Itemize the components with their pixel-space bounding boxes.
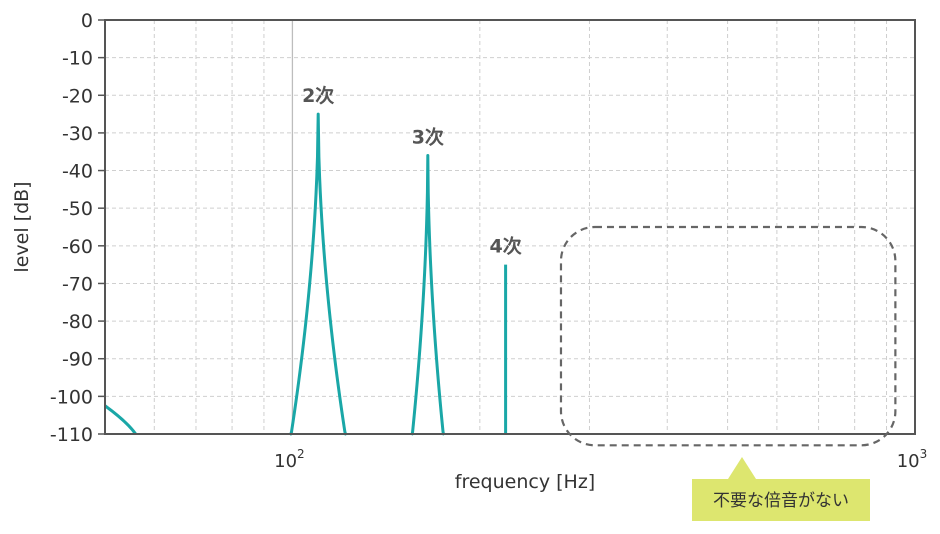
x-tick-label: 102 bbox=[274, 447, 305, 472]
peak-labels: 2次 3次 4次 bbox=[302, 84, 522, 258]
harmonic-peak bbox=[289, 112, 347, 436]
y-tick-label: 0 bbox=[81, 10, 93, 32]
harmonic-peak bbox=[410, 153, 445, 436]
spectrum-series bbox=[104, 112, 508, 436]
y-tick-label: -80 bbox=[62, 311, 93, 333]
x-axis-label: frequency [Hz] bbox=[455, 471, 595, 493]
no-harmonics-annotation: 不要な倍音がない bbox=[559, 225, 897, 521]
y-tick-label: -10 bbox=[62, 48, 93, 70]
y-tick-label: -40 bbox=[62, 161, 93, 183]
peak-label: 2次 bbox=[302, 84, 334, 107]
callout-box bbox=[692, 457, 870, 521]
y-tick-label: -110 bbox=[50, 424, 93, 446]
callout-text: 不要な倍音がない bbox=[713, 491, 849, 511]
peak-label: 3次 bbox=[412, 125, 444, 148]
spectrum-low-end bbox=[104, 404, 137, 435]
y-tick-label: -70 bbox=[62, 273, 93, 295]
x-tick-label: 103 bbox=[897, 447, 928, 472]
highlight-region bbox=[559, 225, 897, 447]
y-tick-labels: 0 -10 -20 -30 -40 -50 -60 -70 -80 -90 -100 -110 bbox=[50, 10, 105, 446]
y-tick-label: -60 bbox=[62, 236, 93, 258]
y-tick-label: -30 bbox=[62, 123, 93, 145]
y-tick-label: -20 bbox=[62, 85, 93, 107]
x-tick-exponent: 2 bbox=[297, 447, 305, 461]
peak-label: 4次 bbox=[489, 235, 521, 258]
x-tick-labels: 102 103 bbox=[274, 447, 927, 472]
y-tick-label: -50 bbox=[62, 198, 93, 220]
y-axis-label: level [dB] bbox=[11, 181, 33, 272]
x-tick-exponent: 3 bbox=[920, 447, 928, 461]
y-tick-label: -100 bbox=[50, 386, 93, 408]
plot-frame bbox=[104, 19, 916, 435]
y-tick-label: -90 bbox=[62, 349, 93, 371]
